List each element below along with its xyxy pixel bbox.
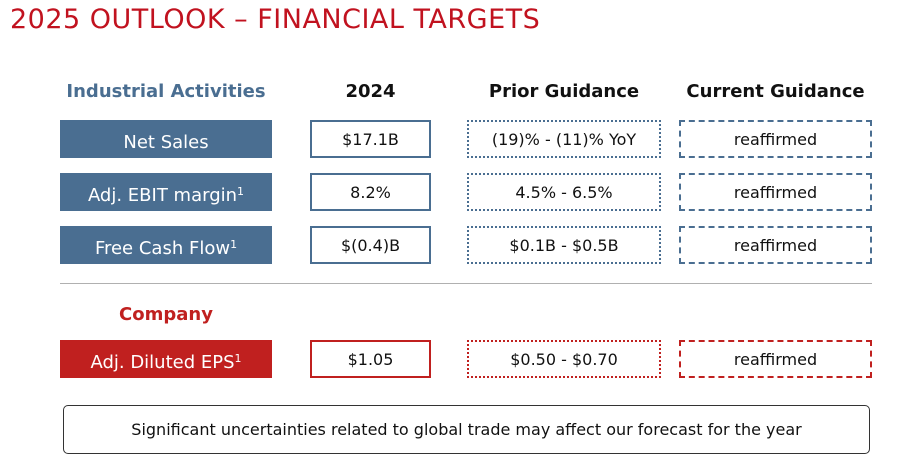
section-label-industrial: Industrial Activities [66,81,266,102]
row-label-free-cash-flow: Free Cash Flow1 [60,226,272,264]
row-label-text: Net Sales [123,132,209,153]
row-label-adj-diluted-eps: Adj. Diluted EPS1 [60,340,272,378]
footnote-marker: 1 [234,352,242,365]
cell-prior-adj-diluted-eps: $0.50 - $0.70 [467,340,661,378]
cell-prior-free-cash-flow: $0.1B - $0.5B [467,226,661,264]
footnote-marker: 1 [237,185,245,198]
row-label-net-sales: Net Sales [60,120,272,158]
cell-current-free-cash-flow: reaffirmed [679,226,872,264]
column-header-2024: 2024 [345,81,396,102]
row-label-adj-ebit-margin: Adj. EBIT margin1 [60,173,272,211]
cell-prior-net-sales: (19)% - (11)% YoY [467,120,661,158]
disclaimer-note: Significant uncertainties related to glo… [63,405,870,454]
page-title: 2025 OUTLOOK – FINANCIAL TARGETS [10,4,541,35]
row-label-text: Adj. Diluted EPS [90,352,235,373]
column-header-prior-guidance: Prior Guidance [488,81,640,102]
cell-current-net-sales: reaffirmed [679,120,872,158]
cell-2024-net-sales: $17.1B [310,120,431,158]
cell-current-adj-ebit-margin: reaffirmed [679,173,872,211]
section-divider [60,283,872,284]
row-label-text: Free Cash Flow [94,238,231,259]
cell-2024-adj-ebit-margin: 8.2% [310,173,431,211]
cell-current-adj-diluted-eps: reaffirmed [679,340,872,378]
section-label-company: Company [119,304,213,325]
cell-2024-adj-diluted-eps: $1.05 [310,340,431,378]
row-label-text: Adj. EBIT margin [87,185,238,206]
cell-prior-adj-ebit-margin: 4.5% - 6.5% [467,173,661,211]
footnote-marker: 1 [230,238,238,251]
column-header-current-guidance: Current Guidance [686,81,865,102]
cell-2024-free-cash-flow: $(0.4)B [310,226,431,264]
